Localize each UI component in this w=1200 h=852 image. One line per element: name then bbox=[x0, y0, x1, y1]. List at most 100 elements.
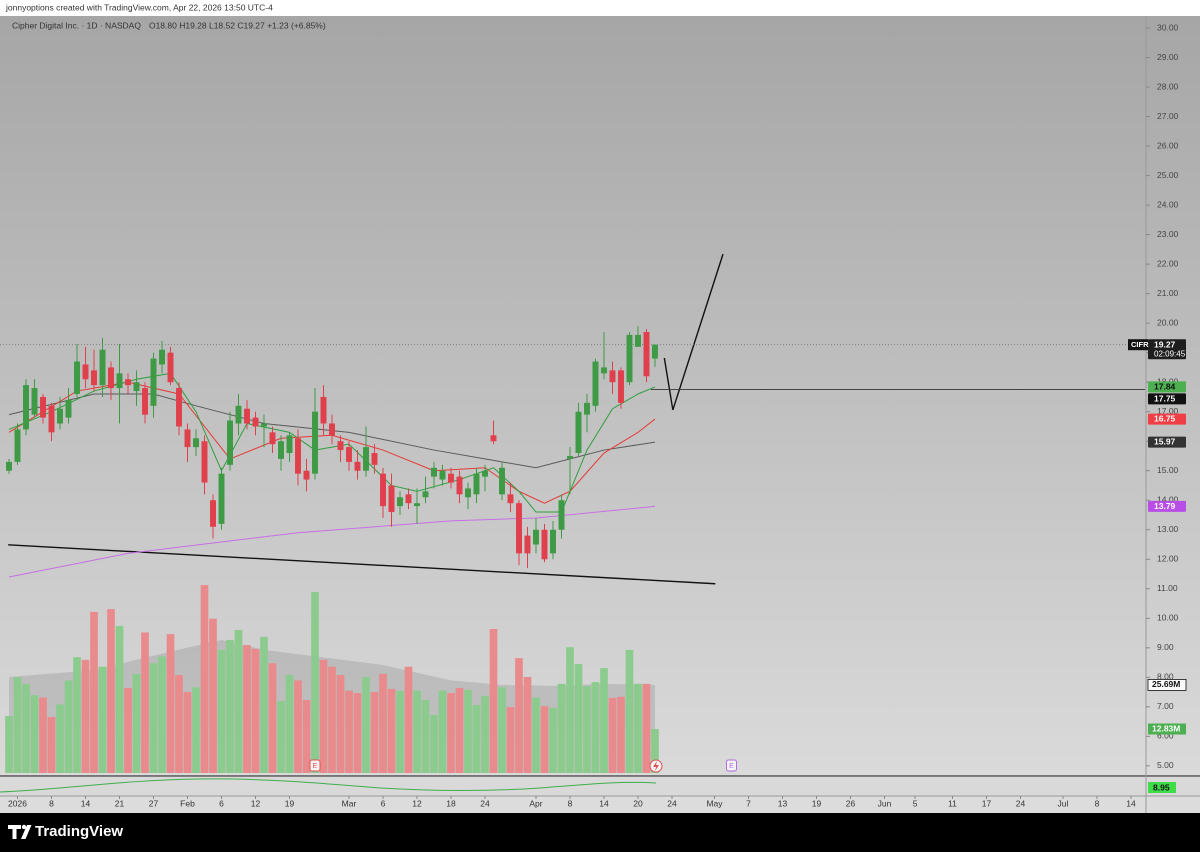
volume-bar bbox=[234, 630, 243, 773]
x-tick-label: 2026 bbox=[8, 798, 27, 808]
volume-bar bbox=[464, 690, 472, 773]
x-tick-label: 11 bbox=[948, 798, 957, 808]
candle-body bbox=[524, 535, 531, 554]
candle-body bbox=[99, 349, 106, 386]
volume-ma-tag-label: 25.69M bbox=[1152, 679, 1180, 689]
main-pane bbox=[0, 16, 1200, 776]
candle-body bbox=[269, 432, 276, 445]
x-tick-label: Jun bbox=[878, 798, 892, 808]
y-tick-label: 24.00 bbox=[1157, 199, 1179, 209]
y-tick-label: 26.00 bbox=[1157, 140, 1179, 150]
volume-bar bbox=[200, 585, 209, 773]
x-tick-label: Apr bbox=[529, 798, 542, 808]
x-tick-label: 19 bbox=[285, 798, 295, 808]
volume-bar bbox=[47, 717, 56, 773]
y-tick-label: 11.00 bbox=[1157, 583, 1178, 593]
volume-bar bbox=[651, 729, 659, 773]
volume-bar bbox=[183, 692, 192, 773]
y-tick-label: 5.00 bbox=[1157, 760, 1174, 770]
volume-bar bbox=[81, 659, 90, 773]
candle-body bbox=[252, 417, 259, 427]
candle-body bbox=[371, 453, 378, 465]
footer-logo: TradingView bbox=[35, 823, 123, 840]
volume-bar bbox=[583, 685, 591, 773]
x-tick-label: 17 bbox=[982, 798, 992, 808]
volume-bar bbox=[600, 668, 608, 773]
candle-body bbox=[278, 441, 284, 459]
volume-bar bbox=[141, 632, 149, 773]
y-tick-label: 17.00 bbox=[1157, 406, 1179, 416]
volume-bar bbox=[404, 666, 413, 773]
candle-body bbox=[550, 529, 556, 554]
volume-bar bbox=[481, 695, 489, 773]
candle-body bbox=[218, 473, 225, 524]
footer-logo-icon bbox=[8, 824, 32, 839]
volume-bar bbox=[73, 657, 81, 773]
volume-bar bbox=[532, 697, 540, 773]
y-tick-label: 20.00 bbox=[1157, 317, 1179, 327]
volume-bar bbox=[438, 690, 447, 773]
event-marker bbox=[725, 759, 737, 772]
y-tick-label: 30.00 bbox=[1157, 22, 1179, 32]
volume-bar bbox=[107, 609, 115, 773]
x-tick-label: 24 bbox=[667, 798, 677, 808]
candle-body bbox=[116, 373, 123, 389]
candle-body bbox=[652, 344, 658, 359]
candle-body bbox=[397, 497, 403, 507]
volume-bar bbox=[98, 666, 107, 773]
y-tick-label: 25.00 bbox=[1157, 170, 1179, 180]
candle-body bbox=[133, 382, 140, 392]
volume-tag bbox=[1148, 723, 1186, 735]
price-tag-label: 17.84 bbox=[1154, 381, 1176, 391]
candle-body bbox=[235, 405, 242, 424]
candle-body bbox=[448, 473, 454, 483]
candle-body bbox=[108, 367, 114, 389]
volume-bar bbox=[353, 693, 362, 773]
x-tick-label: 21 bbox=[115, 798, 125, 808]
candle-body bbox=[465, 488, 471, 498]
candle-body bbox=[176, 388, 182, 427]
y-tick-label: 9.00 bbox=[1157, 642, 1174, 652]
candle-body bbox=[244, 408, 250, 424]
x-tick-label: 12 bbox=[251, 798, 261, 808]
candle-body bbox=[286, 435, 293, 454]
x-tick-label: May bbox=[706, 798, 723, 808]
candle-body bbox=[609, 370, 616, 383]
volume-bar bbox=[591, 682, 600, 773]
price-tag bbox=[1148, 413, 1186, 425]
y-tick-label: 8.00 bbox=[1157, 672, 1174, 682]
moving-average bbox=[8, 505, 656, 578]
volume-bar bbox=[243, 645, 251, 773]
symbol-tag-label: CIFR bbox=[1131, 340, 1149, 349]
volume-bar bbox=[251, 648, 260, 773]
candle-body bbox=[431, 467, 437, 477]
candle-body bbox=[74, 361, 80, 394]
event-marker bbox=[309, 759, 321, 772]
candle-body bbox=[65, 399, 72, 418]
candle-body bbox=[23, 385, 29, 430]
trendline-drawing bbox=[663, 253, 724, 411]
news-icon-bolt bbox=[652, 761, 659, 771]
x-tick-label: 6 bbox=[219, 798, 224, 808]
volume-bar bbox=[56, 704, 64, 773]
candle-body bbox=[456, 476, 463, 495]
y-tick-label: 29.00 bbox=[1157, 52, 1179, 62]
countdown: 02:09:45 bbox=[1154, 349, 1186, 358]
volume-bar bbox=[634, 683, 642, 773]
trendline-drawing bbox=[8, 544, 716, 585]
footer-bar bbox=[0, 813, 1200, 852]
volume-bar bbox=[336, 674, 345, 773]
candle-body bbox=[618, 370, 624, 403]
y-tick-label: 23.00 bbox=[1157, 229, 1179, 239]
x-tick-label: 26 bbox=[846, 798, 856, 808]
price-tag-label: 16.75 bbox=[1154, 414, 1176, 424]
volume-bar bbox=[566, 647, 574, 773]
y-tick-label: 28.00 bbox=[1157, 81, 1179, 91]
candle-body bbox=[125, 379, 131, 386]
volume-bar bbox=[472, 705, 481, 773]
x-tick-label: 14 bbox=[81, 798, 91, 808]
chart-title: Cipher Digital Inc. · 1D · NASDAQ bbox=[12, 20, 141, 30]
volume-bar bbox=[489, 628, 498, 773]
y-tick-label: 7.00 bbox=[1157, 701, 1174, 711]
candle-body bbox=[82, 364, 89, 380]
